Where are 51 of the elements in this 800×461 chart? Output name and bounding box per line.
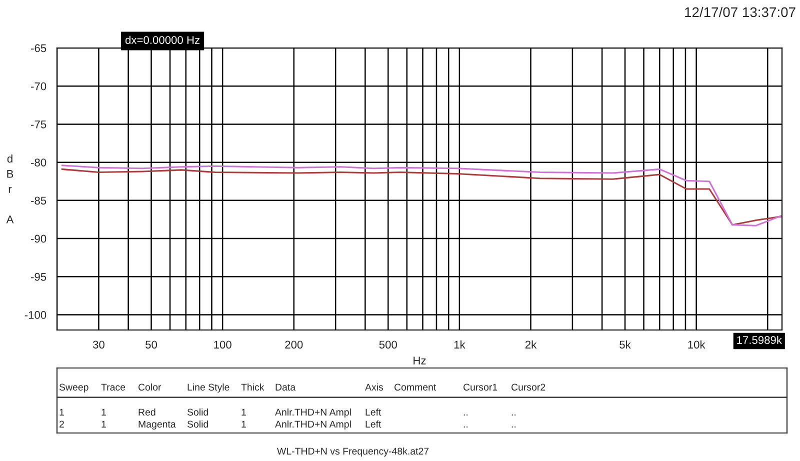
text: Color — [138, 383, 162, 391]
text: Solid — [187, 420, 208, 428]
text: Comment — [394, 384, 436, 391]
text: 1 — [102, 420, 106, 428]
text: Left — [366, 408, 382, 416]
text: 1 — [242, 408, 246, 416]
text: 2 — [59, 420, 64, 428]
text: Thick — [241, 383, 264, 391]
x-tick-label: 200 — [285, 340, 303, 349]
y-tick-label: -95 — [31, 272, 46, 281]
x-axis-title: Hz — [414, 356, 426, 364]
text: 1 — [102, 408, 106, 416]
text: 12/17/07 13:37:07 — [685, 6, 796, 18]
y-tick-label: -100 — [24, 311, 46, 319]
x-tick-label: 10k — [688, 340, 706, 349]
text: .. — [512, 426, 516, 428]
text: Magenta — [138, 420, 176, 430]
text: Anlr.THD+N Ampl — [275, 420, 351, 430]
text: dBr A — [6, 154, 14, 224]
text: Cursor1 — [463, 384, 498, 391]
x-tick-label: 100 — [214, 340, 232, 349]
text: Trace — [101, 384, 126, 391]
x-tick-label: 2k — [525, 340, 537, 348]
text: 1 — [60, 408, 64, 416]
text: Left — [366, 420, 382, 428]
text: Anlr.THD+N Ampl — [275, 408, 351, 418]
text: 17.5989k — [737, 336, 782, 344]
x-tick-label: 500 — [379, 340, 397, 349]
y-tick-label: -75 — [31, 120, 46, 128]
x-tick-label: 1k — [454, 340, 466, 348]
y-tick-label: -90 — [31, 234, 46, 243]
text: Red — [138, 408, 156, 416]
text: .. — [464, 426, 468, 428]
y-tick-label: -70 — [31, 82, 46, 90]
text: .. — [512, 414, 516, 416]
text: Axis — [365, 383, 384, 391]
text: Solid — [187, 408, 208, 416]
x-tick-label: 5k — [620, 340, 631, 349]
text: .. — [464, 414, 468, 416]
x-tick-label: 50 — [146, 340, 158, 349]
y-tick-label: -85 — [31, 196, 46, 205]
text: Cursor2 — [511, 384, 546, 391]
text: Sweep — [59, 384, 88, 393]
text: 1 — [242, 420, 246, 428]
y-tick-label: -80 — [31, 158, 46, 166]
y-tick-label: -65 — [31, 44, 46, 52]
text: dx=0.00000 Hz — [125, 36, 200, 44]
text: WL-THD+N vs Frequency-48k.at27 — [277, 447, 429, 457]
text: Data — [276, 384, 296, 391]
x-tick-label: 30 — [92, 340, 104, 349]
text: Line Style — [188, 383, 230, 393]
